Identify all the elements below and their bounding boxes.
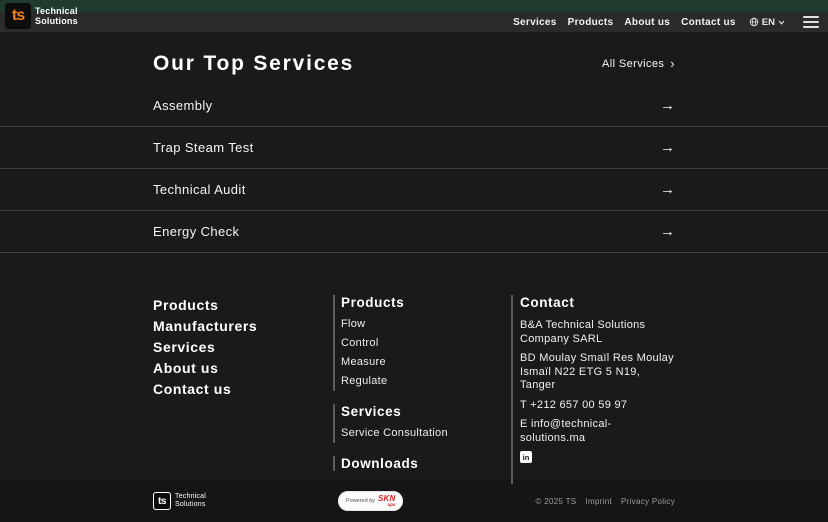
nav-item-products[interactable]: Products — [567, 16, 614, 28]
arrow-right-icon: → — [660, 139, 675, 156]
navbar: ts Technical Solutions Services Products… — [0, 3, 828, 32]
ts-footer-logo-icon: ts — [153, 492, 171, 510]
powered-by-badge[interactable]: Powered by SKN ups — [338, 491, 404, 511]
section-heading-row: Our Top Services All Services › — [153, 32, 675, 85]
nav-item-services[interactable]: Services — [513, 16, 557, 28]
footer-group-item-measure[interactable]: Measure — [341, 356, 386, 368]
ts-logo-icon: ts — [5, 3, 31, 29]
service-label: Technical Audit — [153, 182, 246, 197]
footer-group-services: Services Service Consultation — [333, 404, 511, 443]
all-services-label: All Services — [602, 57, 665, 70]
imprint-link[interactable]: Imprint — [585, 496, 612, 506]
powered-by-brand-logo: SKN ups — [378, 493, 396, 507]
contact-company-line2: Company SARL — [520, 332, 603, 345]
footer-link-products[interactable]: Products — [153, 297, 219, 313]
footer-group-products: Products Flow Control Measure Regulate — [333, 295, 511, 391]
footer-link-about-us[interactable]: About us — [153, 360, 219, 376]
bottom-brand[interactable]: ts Technical Solutions — [153, 492, 206, 510]
contact-company-line1: B&A Technical Solutions — [520, 319, 646, 331]
brand-line-1: Technical — [35, 6, 78, 16]
nav-item-contact-us[interactable]: Contact us — [681, 16, 736, 28]
linkedin-icon[interactable]: in — [520, 451, 532, 463]
service-label: Assembly — [153, 98, 213, 113]
menu-icon[interactable] — [802, 14, 820, 30]
copyright-text: © 2025 TS — [535, 496, 577, 506]
arrow-right-icon: → — [660, 181, 675, 198]
language-selector[interactable]: EN — [749, 17, 785, 28]
top-services-section: Our Top Services All Services › Assembly… — [0, 32, 828, 253]
site-footer: Products Manufacturers Services About us… — [0, 253, 828, 484]
service-row-assembly[interactable]: Assembly → — [0, 85, 828, 127]
contact-email[interactable]: E info@technical-solutions.ma — [520, 418, 612, 444]
ts-logo-mark: ts — [11, 7, 25, 24]
footer-group-title: Downloads — [341, 456, 419, 471]
all-services-link[interactable]: All Services › — [602, 56, 675, 71]
brand-text: Technical Solutions — [35, 6, 78, 26]
footer-groups: Products Flow Control Measure Regulate S… — [333, 295, 511, 484]
footer-group-item-flow[interactable]: Flow — [341, 318, 366, 330]
footer-link-manufacturers[interactable]: Manufacturers — [153, 318, 258, 334]
legal-links: © 2025 TS Imprint Privacy Policy — [536, 497, 675, 506]
powered-by-label: Powered by — [345, 498, 376, 504]
footer-group-item-control[interactable]: Control — [341, 337, 379, 349]
arrow-right-icon: → — [660, 223, 675, 240]
footer-group-title: Services — [341, 404, 402, 419]
footer-group-downloads: Downloads — [333, 456, 511, 471]
site-header: ts Technical Solutions Services Products… — [0, 0, 828, 32]
chevron-down-icon — [778, 20, 785, 25]
ts-footer-logo-mark: ts — [158, 495, 166, 507]
header-brand[interactable]: ts Technical Solutions — [5, 3, 78, 29]
arrow-right-icon: → — [660, 97, 675, 114]
service-row-technical-audit[interactable]: Technical Audit → — [0, 169, 828, 211]
bottom-brand-line2: Solutions — [175, 501, 206, 508]
footer-contact: Contact B&A Technical Solutions Company … — [511, 295, 675, 484]
footer-primary-links: Products Manufacturers Services About us… — [153, 295, 333, 484]
chevron-right-icon: › — [670, 56, 675, 71]
contact-address-line1: BD Moulay Smaïl Res Moulay — [520, 352, 674, 364]
contact-phone[interactable]: T +212 657 00 59 97 — [520, 398, 628, 411]
contact-address: BD Moulay Smaïl Res Moulay Ismaïl N22 ET… — [520, 352, 675, 393]
service-label: Energy Check — [153, 224, 240, 239]
footer-link-services[interactable]: Services — [153, 339, 216, 355]
service-label: Trap Steam Test — [153, 140, 254, 155]
contact-company: B&A Technical Solutions Company SARL — [520, 319, 675, 346]
brand-line-2: Solutions — [35, 16, 78, 26]
globe-icon — [749, 17, 759, 27]
service-row-energy-check[interactable]: Energy Check → — [0, 211, 828, 253]
footer-group-title: Products — [341, 295, 405, 310]
contact-address-line2: Ismaïl N22 ETG 5 N19, Tanger — [520, 365, 641, 392]
privacy-policy-link[interactable]: Privacy Policy — [621, 496, 675, 506]
footer-link-contact-us[interactable]: Contact us — [153, 381, 232, 397]
service-list: Assembly → Trap Steam Test → Technical A… — [0, 85, 828, 253]
nav-item-about-us[interactable]: About us — [624, 16, 671, 28]
bottom-brand-line1: Technical — [175, 493, 206, 500]
page-title: Our Top Services — [153, 51, 355, 75]
contact-title: Contact — [520, 295, 575, 310]
bottom-brand-text: Technical Solutions — [175, 493, 206, 509]
bottom-bar: ts Technical Solutions Powered by SKN up… — [0, 480, 828, 522]
language-code: EN — [761, 16, 775, 28]
header-top-strip — [0, 0, 828, 12]
service-row-trap-steam-test[interactable]: Trap Steam Test → — [0, 127, 828, 169]
footer-group-item-regulate[interactable]: Regulate — [341, 375, 388, 387]
footer-group-item-service-consultation[interactable]: Service Consultation — [341, 427, 448, 439]
main-nav: Services Products About us Contact us EN — [513, 14, 820, 30]
